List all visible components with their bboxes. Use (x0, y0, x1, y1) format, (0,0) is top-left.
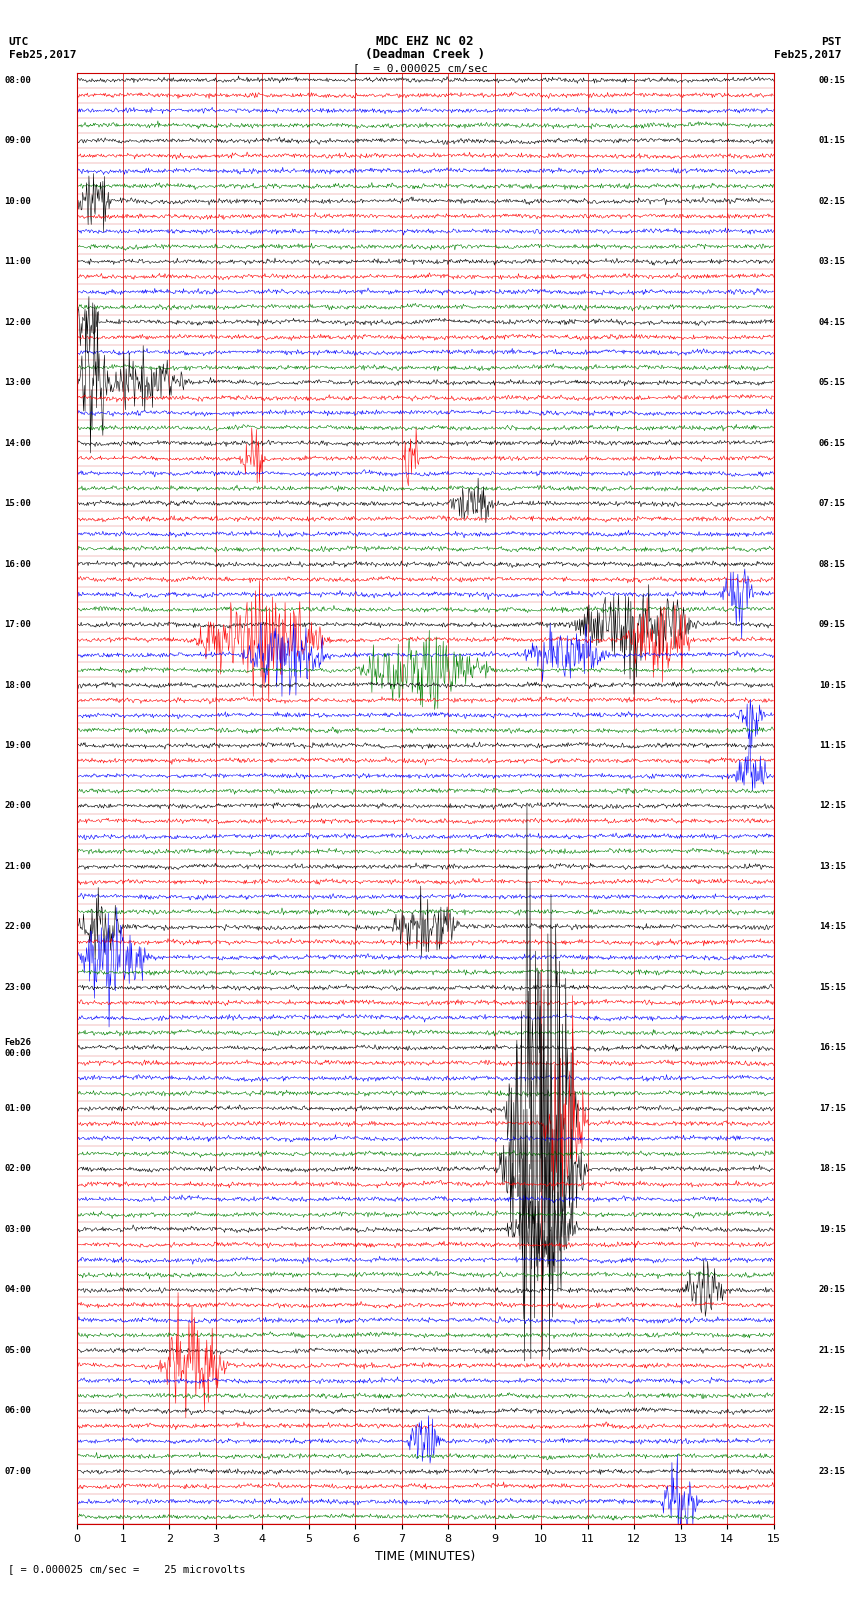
Text: 11:15: 11:15 (819, 740, 846, 750)
Text: 23:00: 23:00 (4, 982, 31, 992)
Text: 10:00: 10:00 (4, 197, 31, 205)
Text: 03:00: 03:00 (4, 1224, 31, 1234)
Text: [ = 0.000025 cm/sec =    25 microvolts: [ = 0.000025 cm/sec = 25 microvolts (8, 1565, 246, 1574)
Text: PST: PST (821, 37, 842, 47)
Text: 03:15: 03:15 (819, 256, 846, 266)
Text: 15:15: 15:15 (819, 982, 846, 992)
Text: 14:15: 14:15 (819, 923, 846, 931)
Text: 15:00: 15:00 (4, 498, 31, 508)
Text: 01:15: 01:15 (819, 135, 846, 145)
Text: 06:15: 06:15 (819, 439, 846, 447)
Text: 16:15: 16:15 (819, 1044, 846, 1052)
Text: 20:15: 20:15 (819, 1286, 846, 1294)
Text: 11:00: 11:00 (4, 256, 31, 266)
Text: 02:00: 02:00 (4, 1165, 31, 1173)
Text: 13:15: 13:15 (819, 861, 846, 871)
Text: 17:15: 17:15 (819, 1103, 846, 1113)
Text: 12:00: 12:00 (4, 318, 31, 326)
Text: 06:00: 06:00 (4, 1407, 31, 1415)
Text: 07:00: 07:00 (4, 1466, 31, 1476)
Text: 07:15: 07:15 (819, 498, 846, 508)
Text: 00:15: 00:15 (819, 76, 846, 84)
Text: 09:15: 09:15 (819, 619, 846, 629)
Text: 19:00: 19:00 (4, 740, 31, 750)
Text: MDC EHZ NC 02: MDC EHZ NC 02 (377, 35, 473, 48)
Text: 08:15: 08:15 (819, 560, 846, 568)
Text: 13:00: 13:00 (4, 377, 31, 387)
Text: 18:00: 18:00 (4, 681, 31, 689)
Text: Feb25,2017: Feb25,2017 (8, 50, 76, 60)
Text: Feb26
00:00: Feb26 00:00 (4, 1039, 31, 1058)
Text: 18:15: 18:15 (819, 1165, 846, 1173)
Text: 14:00: 14:00 (4, 439, 31, 447)
Text: UTC: UTC (8, 37, 29, 47)
X-axis label: TIME (MINUTES): TIME (MINUTES) (375, 1550, 475, 1563)
Text: 23:15: 23:15 (819, 1466, 846, 1476)
Text: 21:00: 21:00 (4, 861, 31, 871)
Text: 21:15: 21:15 (819, 1345, 846, 1355)
Text: 10:15: 10:15 (819, 681, 846, 689)
Text: 05:15: 05:15 (819, 377, 846, 387)
Text: 05:00: 05:00 (4, 1345, 31, 1355)
Text: 08:00: 08:00 (4, 76, 31, 84)
Text: 01:00: 01:00 (4, 1103, 31, 1113)
Text: 22:15: 22:15 (819, 1407, 846, 1415)
Text: Feb25,2017: Feb25,2017 (774, 50, 842, 60)
Text: 22:00: 22:00 (4, 923, 31, 931)
Text: 12:15: 12:15 (819, 802, 846, 810)
Text: [  = 0.000025 cm/sec: [ = 0.000025 cm/sec (353, 63, 488, 73)
Text: 09:00: 09:00 (4, 135, 31, 145)
Text: 04:15: 04:15 (819, 318, 846, 326)
Text: 04:00: 04:00 (4, 1286, 31, 1294)
Text: 20:00: 20:00 (4, 802, 31, 810)
Text: 17:00: 17:00 (4, 619, 31, 629)
Text: (Deadman Creek ): (Deadman Creek ) (365, 48, 485, 61)
Text: 02:15: 02:15 (819, 197, 846, 205)
Text: 19:15: 19:15 (819, 1224, 846, 1234)
Text: 16:00: 16:00 (4, 560, 31, 568)
